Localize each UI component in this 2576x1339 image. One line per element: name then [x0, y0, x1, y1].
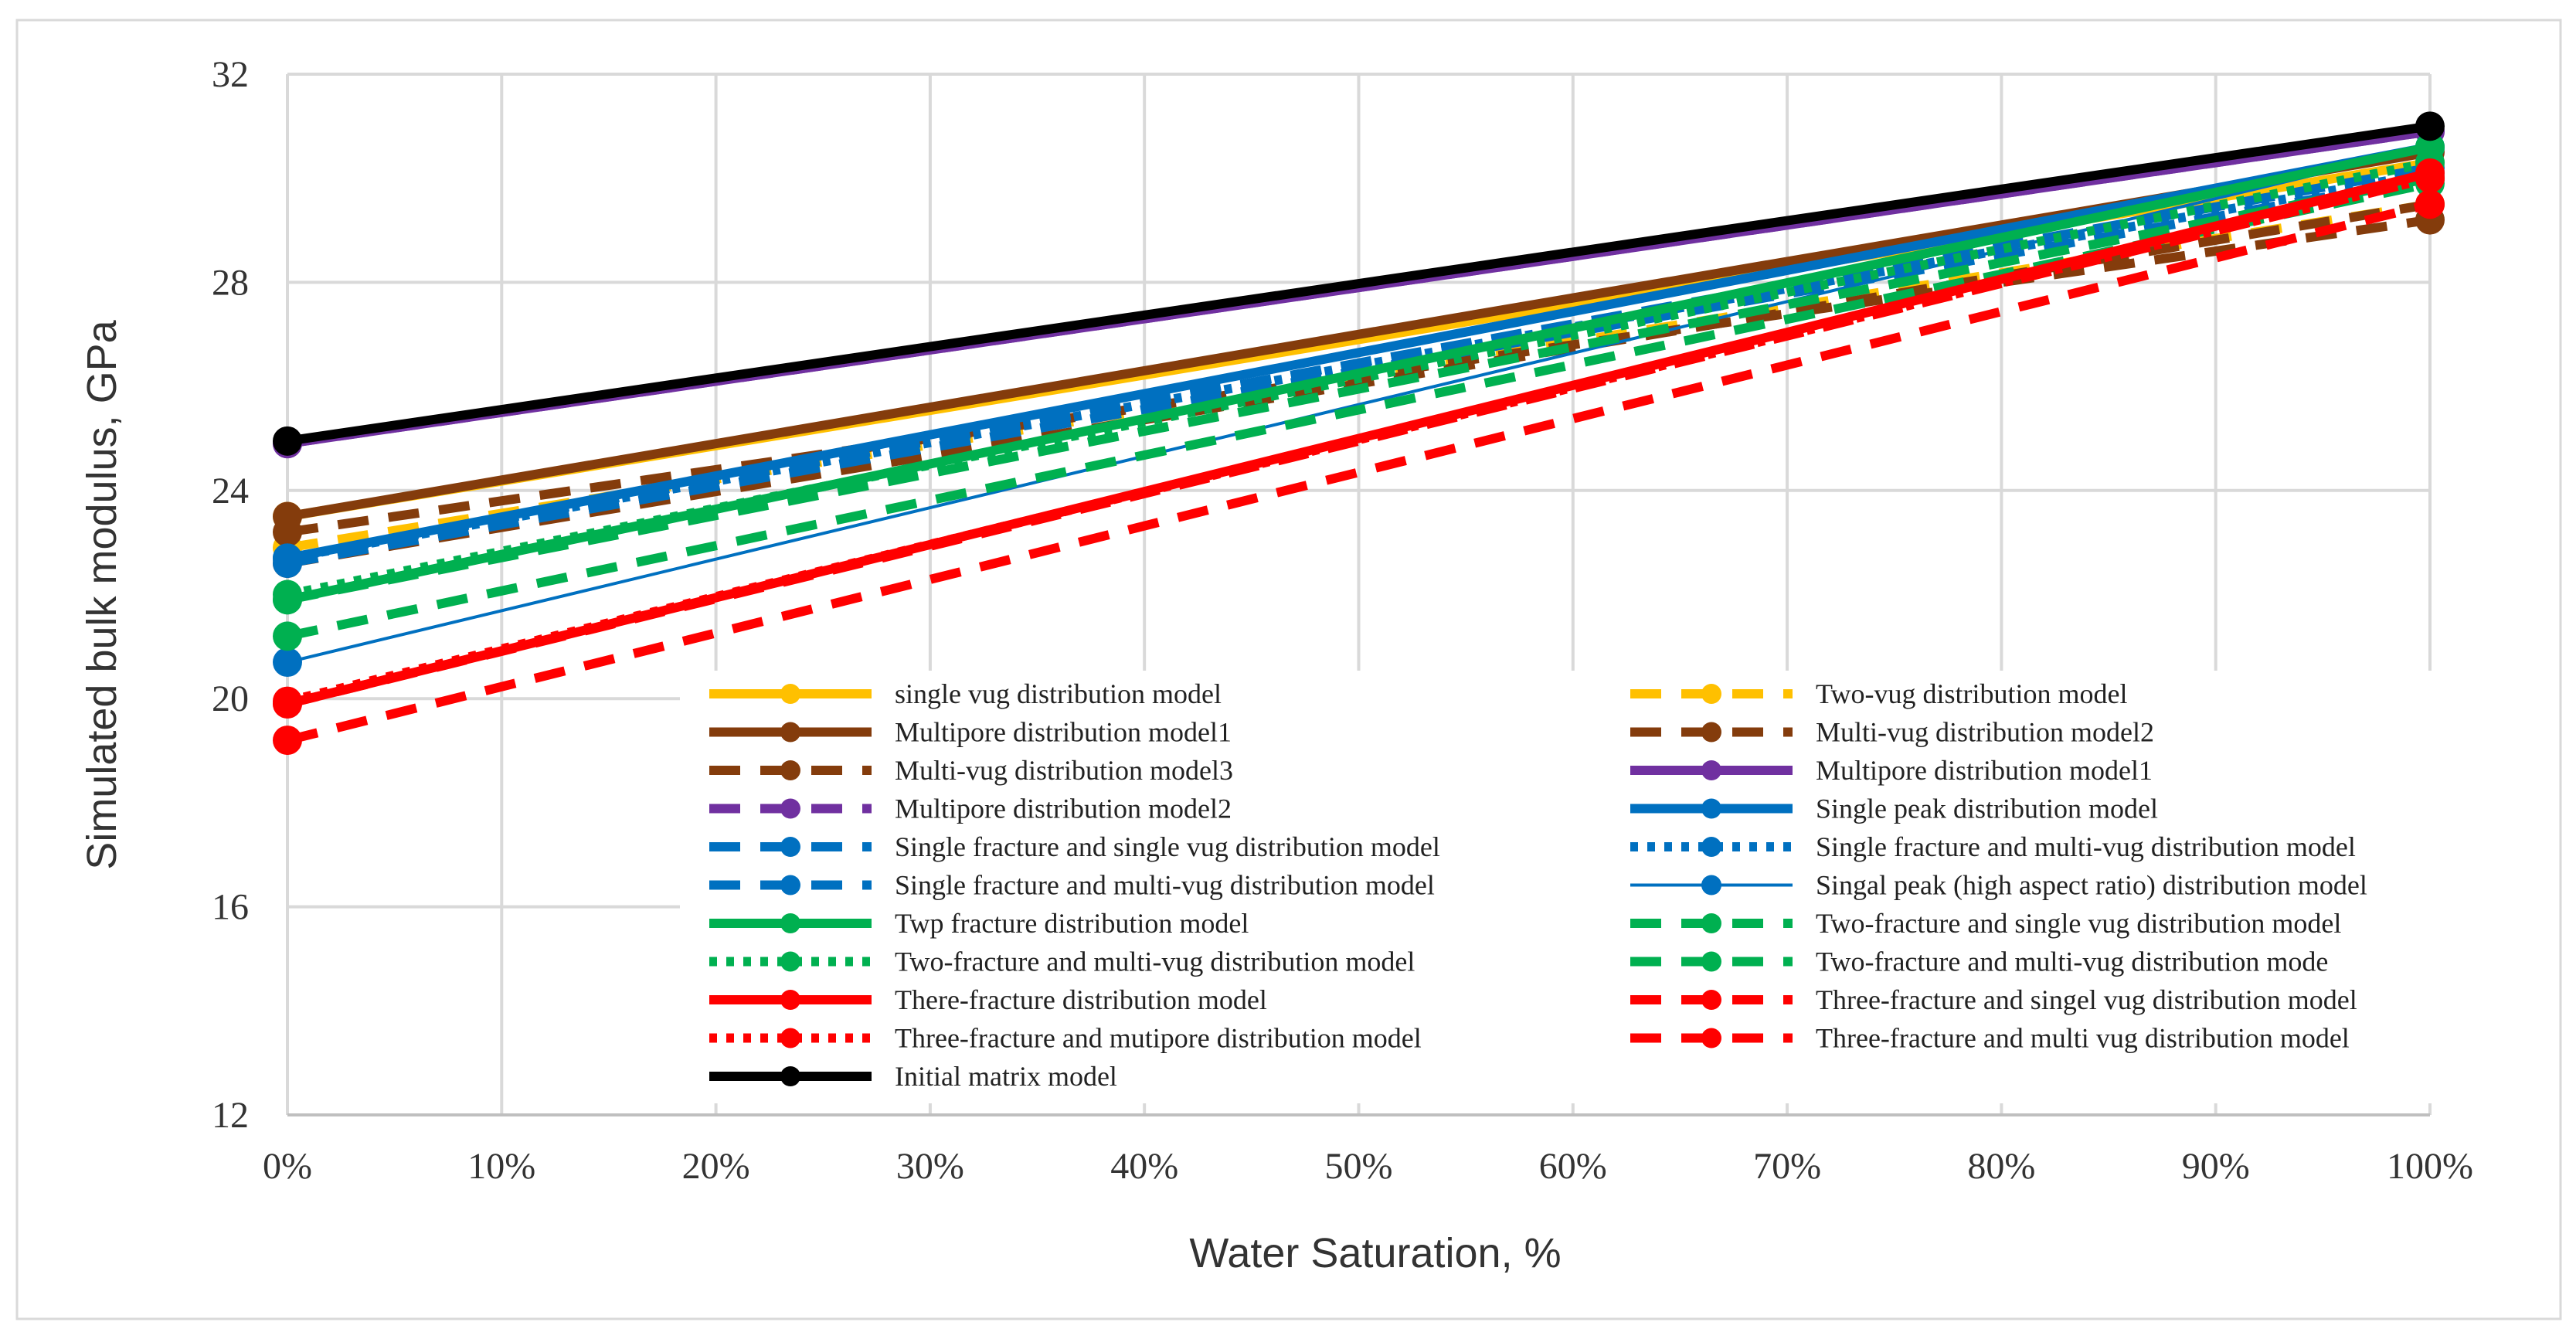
x-tick-label-2: 20%	[682, 1146, 750, 1187]
legend-marker-4	[780, 760, 800, 780]
data-point-14-0	[273, 579, 302, 610]
series-line-18	[286, 173, 2432, 706]
series-line-13	[286, 173, 2432, 605]
legend-label-10: Single fracture and multi-vug distributi…	[895, 870, 1435, 901]
legend-background	[680, 671, 2480, 1103]
data-point-20-1	[2415, 111, 2445, 141]
data-point-19-1	[2415, 189, 2445, 219]
data-point-11-0	[273, 647, 302, 678]
legend-label-3: Multi-vug distribution model2	[1816, 717, 2154, 748]
y-axis-title: Simulated bulk modulus, GPa	[79, 319, 125, 869]
series-line-15	[286, 178, 2432, 641]
legend-label-13: Two-fracture and single vug distribution…	[1816, 908, 2341, 939]
legend-marker-20	[780, 1066, 800, 1086]
x-tick-label-10: 100%	[2387, 1146, 2473, 1187]
x-tick-label-0: 0%	[263, 1146, 312, 1187]
legend-label-9: Single fracture and multi-vug distributi…	[1816, 831, 2356, 862]
legend-label-16: There-fracture distribution model	[895, 984, 1267, 1015]
legend-label-15: Two-fracture and multi-vug distribution …	[1816, 946, 2328, 977]
legend-label-17: Three-fracture and singel vug distributi…	[1816, 984, 2357, 1015]
legend-label-20: Initial matrix model	[895, 1061, 1117, 1092]
x-tick-label-7: 70%	[1753, 1146, 1821, 1187]
legend-marker-9	[1701, 837, 1721, 857]
data-point-10-0	[273, 549, 302, 579]
legend-marker-10	[780, 875, 800, 895]
data-point-3-0	[273, 517, 302, 547]
x-tick-label-5: 50%	[1325, 1146, 1393, 1187]
legend-label-12: Twp fracture distribution model	[895, 908, 1249, 939]
legend-marker-5	[1701, 760, 1721, 780]
legend-label-6: Multipore distribution model2	[895, 794, 1232, 824]
legend-label-19: Three-fracture and multi vug distributio…	[1816, 1023, 2350, 1054]
legend-label-7: Single peak distribution model	[1816, 794, 2158, 824]
data-point-15-0	[273, 621, 302, 651]
series-line-9	[286, 168, 2432, 563]
x-axis-ticks: 0% 10% 20% 30% 40% 50% 60% 70% 80% 90% 100%	[263, 1146, 2473, 1187]
data-point-19-0	[273, 726, 302, 756]
legend-label-8: Single fracture and single vug distribut…	[895, 831, 1440, 862]
legend-marker-12	[780, 913, 800, 933]
legend-marker-7	[1701, 798, 1721, 819]
y-tick-label-3: 24	[212, 471, 249, 511]
legend-label-14: Two-fracture and multi-vug distribution …	[895, 946, 1415, 977]
legend-label-0: single vug distribution model	[895, 678, 1222, 709]
series-line-19	[286, 199, 2432, 745]
x-tick-label-6: 60%	[1539, 1146, 1607, 1187]
y-tick-label-1: 16	[212, 887, 249, 928]
legend-marker-11	[1701, 875, 1721, 895]
legend-marker-13	[1701, 913, 1721, 933]
legend-marker-2	[780, 722, 800, 743]
y-tick-label-5: 32	[212, 54, 249, 95]
legend-marker-15	[1701, 951, 1721, 972]
legend-label-11: Singal peak (high aspect ratio) distribu…	[1816, 870, 2367, 901]
legend: single vug distribution model Two-vug dis…	[709, 678, 2367, 1092]
legend-label-2: Multipore distribution model1	[895, 717, 1232, 748]
y-tick-label-0: 12	[212, 1095, 249, 1136]
data-point-20-0	[273, 426, 302, 456]
legend-marker-14	[780, 951, 800, 972]
legend-marker-17	[1701, 990, 1721, 1010]
legend-marker-16	[780, 990, 800, 1010]
series-lines	[273, 111, 2445, 756]
x-axis-title: Water Saturation, %	[1189, 1230, 1561, 1276]
legend-label-1: Two-vug distribution model	[1816, 678, 2127, 709]
x-tick-label-1: 10%	[467, 1146, 535, 1187]
legend-marker-3	[1701, 722, 1721, 743]
x-tick-label-4: 40%	[1110, 1146, 1178, 1187]
y-axis-ticks: 12 16 20 24 28 32	[212, 54, 249, 1136]
x-tick-label-3: 30%	[896, 1146, 964, 1187]
x-tick-label-9: 90%	[2182, 1146, 2250, 1187]
y-tick-label-2: 20	[212, 678, 249, 719]
legend-marker-18	[780, 1028, 800, 1048]
series-line-20	[287, 121, 2431, 446]
legend-marker-19	[1701, 1028, 1721, 1048]
legend-marker-6	[780, 798, 800, 819]
legend-marker-8	[780, 837, 800, 857]
legend-label-18: Three-fracture and mutipore distribution…	[895, 1023, 1422, 1054]
legend-label-4: Multi-vug distribution model3	[895, 755, 1233, 786]
data-point-18-1	[2415, 163, 2445, 193]
y-tick-label-4: 28	[212, 262, 249, 303]
series-line-14	[286, 158, 2432, 600]
x-tick-label-8: 80%	[1967, 1146, 2035, 1187]
data-point-18-0	[273, 686, 302, 716]
legend-marker-1	[1701, 684, 1721, 704]
legend-marker-0	[780, 684, 800, 704]
legend-label-5: Multipore distribution model1	[1816, 755, 2153, 786]
